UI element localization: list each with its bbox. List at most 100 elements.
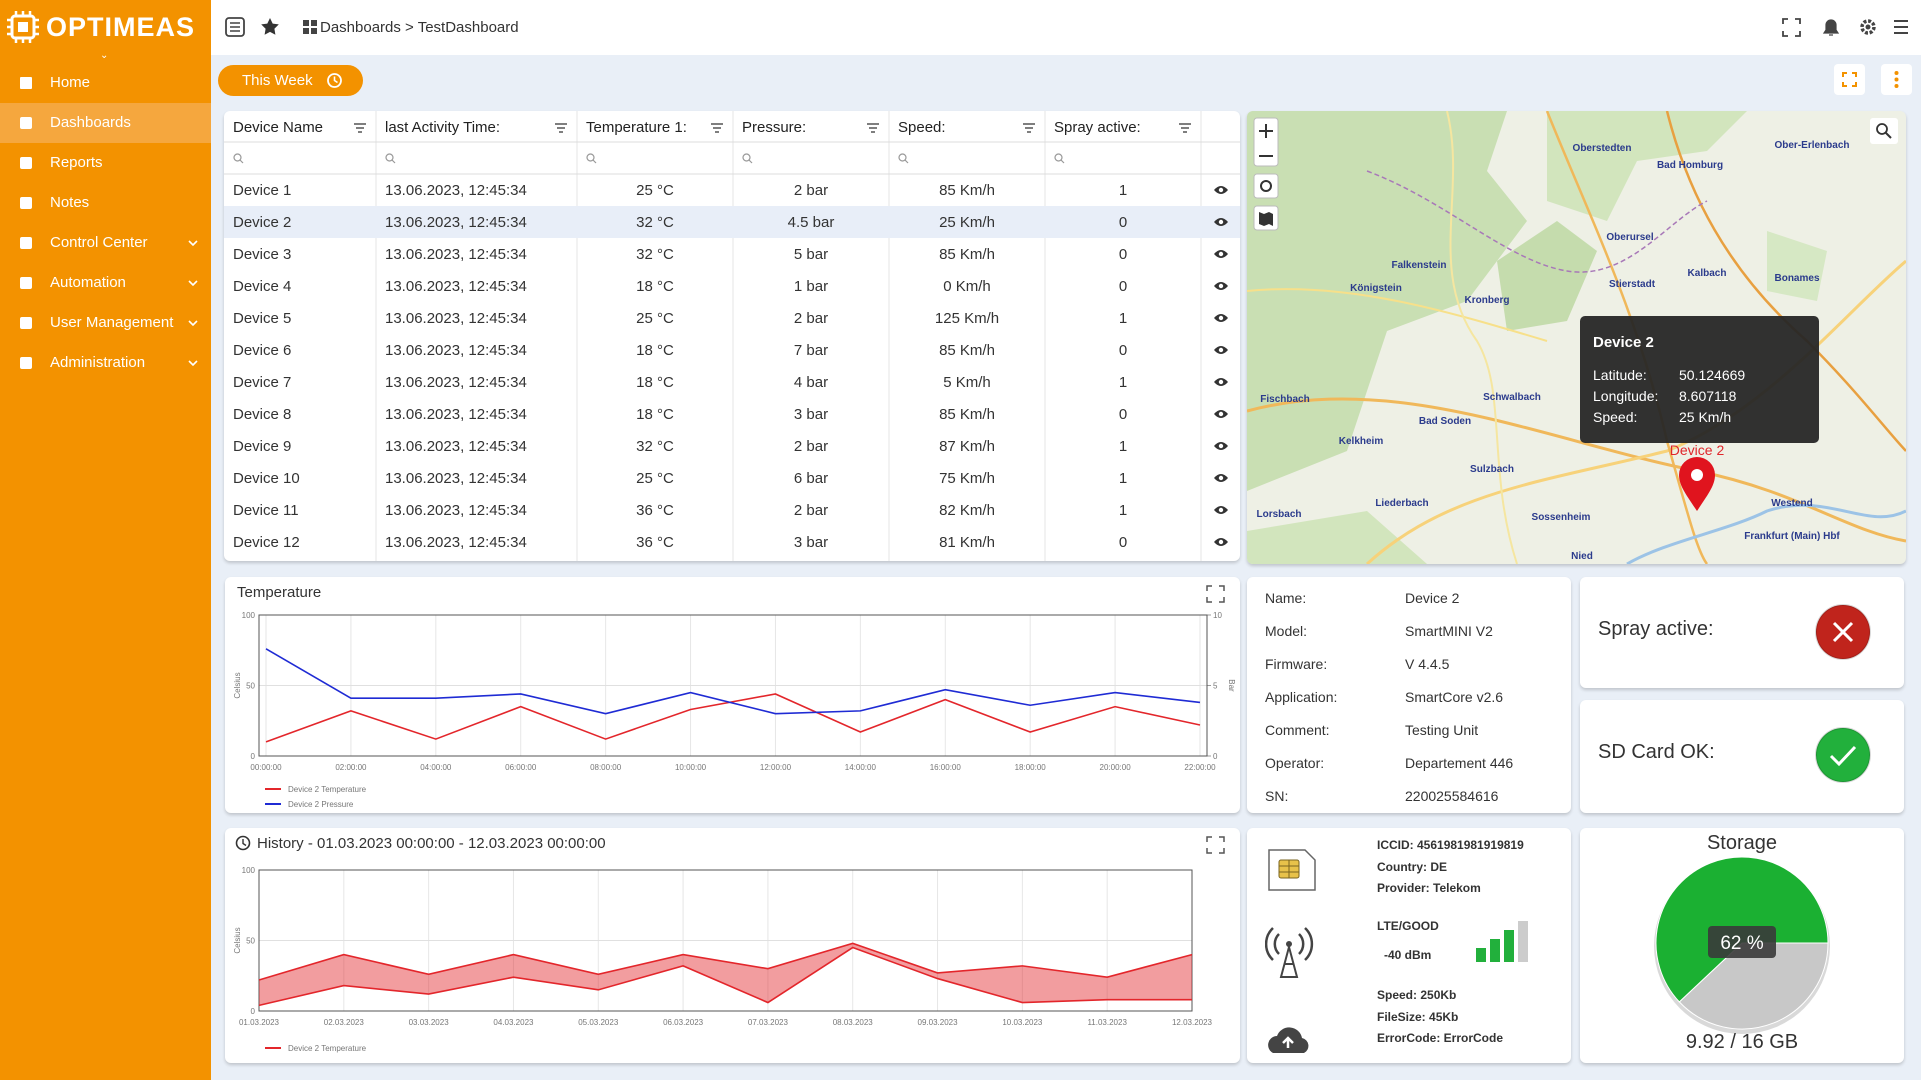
view-icon[interactable] [1214,313,1228,323]
table-cell: 13.06.2023, 12:45:34 [385,342,527,359]
tooltip-value: 50.124669 [1679,367,1745,383]
table-cell: 75 Km/h [939,470,995,487]
table-cell: 1 bar [793,278,829,295]
clock-icon [235,835,251,851]
view-icon[interactable] [1214,473,1228,483]
table-cell: 125 Km/h [934,310,1000,327]
table-row[interactable]: Device 8 13.06.2023, 12:45:34 18 °C 3 bar 85… [224,398,1240,430]
menu-item[interactable]: Administration [0,343,211,383]
place-label: Frankfurt (Main) Hbf [1744,531,1840,542]
view-icon[interactable] [1214,537,1228,547]
filter-icon[interactable] [711,123,723,133]
x-tick-label: 08:00:00 [590,763,622,772]
view-icon[interactable] [1214,249,1228,259]
search-glyph [1885,132,1892,139]
table-cell: 13.06.2023, 12:45:34 [385,214,527,231]
chevron [188,280,198,287]
table-cell: 4 bar [793,374,829,391]
dashboard-actions[interactable] [1834,64,1914,96]
expand-icon[interactable] [1206,836,1225,854]
expand-icon[interactable] [1206,585,1225,603]
table-lines [224,111,1240,561]
view-icon[interactable] [1214,185,1228,195]
filter-icon[interactable] [867,123,879,133]
sim-text: Country: DE [1377,860,1447,874]
breadcrumb[interactable]: Dashboards > TestDashboard [320,19,519,36]
table-cell: Device 8 [233,406,292,423]
map[interactable]: Oberstedten Bad Homburg Ober-Erlenbach Ober… [1247,111,1906,564]
filter-shape [555,123,567,133]
info-key: Model: [1265,623,1308,639]
topbar-icons[interactable] [225,17,335,39]
eye-pupil [1218,539,1224,545]
filter-icon[interactable] [555,123,567,133]
table-cell: 1 [1118,470,1128,487]
topbar-actions[interactable] [1781,17,1911,39]
device-marker[interactable] [1679,457,1715,511]
menu-item[interactable]: Reports [0,143,211,183]
table-cell: 13.06.2023, 12:45:34 [385,470,527,487]
table-row[interactable]: Device 4 13.06.2023, 12:45:34 18 °C 1 bar 0 … [224,270,1240,302]
table-row[interactable]: Device 9 13.06.2023, 12:45:34 32 °C 2 bar 87… [224,430,1240,462]
table-row[interactable]: Device 11 13.06.2023, 12:45:34 36 °C 2 bar 8… [224,494,1240,526]
filter-icon[interactable] [1179,123,1191,133]
signal-bars [1476,921,1528,962]
table-row[interactable]: Device 10 13.06.2023, 12:45:34 25 °C 6 bar 7… [224,462,1240,494]
filter-icon[interactable] [354,123,366,133]
table-row[interactable]: Device 5 13.06.2023, 12:45:34 25 °C 2 bar 12… [224,302,1240,334]
collapse-chevron[interactable]: ⌄ [100,50,109,61]
search-shape [592,159,597,164]
info-key: Comment: [1265,722,1330,738]
device-info: Name: Device 2 Model: SmartMINI V2 Firmware:… [1247,577,1571,813]
view-icon[interactable] [1214,409,1228,419]
search-shape [385,153,394,162]
map-controls[interactable] [1253,117,1898,231]
place-label: Bad Homburg [1657,160,1723,171]
table-row[interactable]: Device 6 13.06.2023, 12:45:34 18 °C 7 bar 85… [224,334,1240,366]
table-row[interactable]: Device 12 13.06.2023, 12:45:34 36 °C 3 bar 8… [224,526,1240,558]
table-row[interactable]: Device 2 13.06.2023, 12:45:34 32 °C 4.5 bar… [224,206,1240,238]
view-icon[interactable] [1214,377,1228,387]
tooltip-value: 8.607118 [1679,388,1737,404]
menu-item[interactable]: Notes [0,183,211,223]
table-row[interactable]: Device 7 13.06.2023, 12:45:34 18 °C 4 bar 5 … [224,366,1240,398]
menu-item[interactable]: Dashboards [0,103,211,143]
status-glyph [1832,621,1854,643]
search-shape [904,159,909,164]
table-cell: 25 °C [636,182,674,199]
y-tick-label: 100 [242,866,256,875]
table-cell: 18 °C [636,374,674,391]
table-row[interactable]: Device 1 13.06.2023, 12:45:34 25 °C 2 bar 85… [224,174,1240,206]
table-cell: Device 5 [233,310,292,327]
period-button[interactable]: This Week [218,65,363,96]
menu-item[interactable]: User Management [0,303,211,343]
info-value: SmartCore v2.6 [1405,689,1504,705]
view-icon[interactable] [1214,441,1228,451]
table-cell: 81 Km/h [939,534,995,551]
menu-item[interactable]: Control Center [0,223,211,263]
view-icon[interactable] [1214,217,1228,227]
x-tick-label: 14:00:00 [845,763,877,772]
info-value: Testing Unit [1405,722,1479,738]
status-icon [1815,727,1871,783]
locate-box [1253,173,1279,199]
y-tick-label: 0 [251,1007,256,1016]
search-shape [748,159,753,164]
table-cell: 0 [1118,246,1128,263]
place-label: Kronberg [1465,295,1510,306]
table-cell: 18 °C [636,406,674,423]
table-row[interactable]: Device 3 13.06.2023, 12:45:34 32 °C 5 bar 85… [224,238,1240,270]
view-icon[interactable] [1214,505,1228,515]
view-icon[interactable] [1214,281,1228,291]
menu-icon [20,157,32,169]
menu-item[interactable]: Automation [0,263,211,303]
sim-text: -40 dBm [1384,948,1432,962]
place-label: Westend [1771,498,1813,509]
place-label: Oberstedten [1573,143,1632,154]
view-icon[interactable] [1214,345,1228,355]
table-cell: 3 bar [793,534,829,551]
filter-icon[interactable] [1023,123,1035,133]
menu-item[interactable]: Home [0,63,211,103]
chevron-shape [188,360,198,367]
